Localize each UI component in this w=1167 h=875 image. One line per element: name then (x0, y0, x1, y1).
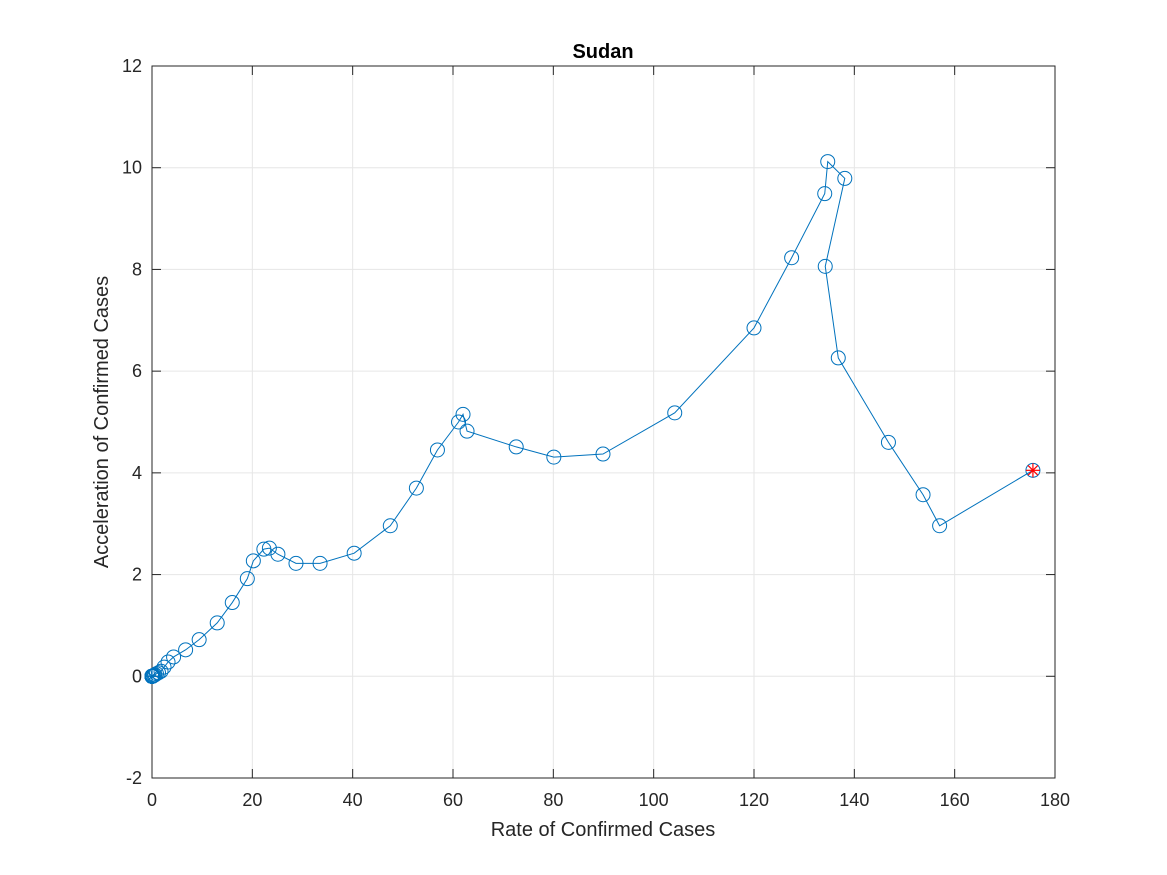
data-point-marker (382, 518, 398, 534)
star-stroke (146, 670, 158, 682)
data-point-marker (209, 615, 225, 631)
data-point-marker (830, 350, 846, 366)
y-tick-label: 12 (122, 56, 142, 76)
data-point-marker (224, 595, 240, 611)
y-tick-label: -2 (126, 768, 142, 788)
data-point-marker (932, 518, 948, 534)
data-point-marker (451, 414, 467, 430)
data-point-marker (455, 406, 471, 422)
chart-title: Sudan (572, 41, 633, 63)
x-tick-label: 120 (739, 790, 769, 810)
y-tick-label: 2 (132, 565, 142, 585)
data-point-marker (160, 654, 176, 670)
y-tick-label: 4 (132, 463, 142, 483)
data-point-marker (817, 186, 833, 202)
y-tick-label: 10 (122, 158, 142, 178)
data-point-marker (667, 405, 683, 421)
latest-point-star-marker (1025, 463, 1040, 478)
data-point-marker (915, 487, 931, 503)
x-tick-label: 40 (343, 790, 363, 810)
star-stroke (1027, 464, 1039, 476)
data-point-marker (595, 446, 611, 462)
x-tick-label: 0 (147, 790, 157, 810)
x-tick-label: 180 (1040, 790, 1070, 810)
data-point-marker (156, 659, 172, 675)
data-point-marker (459, 423, 475, 439)
data-point-marker (429, 442, 445, 458)
axes-box (151, 65, 1056, 779)
data-point-marker (288, 555, 304, 571)
data-point-marker (837, 170, 853, 186)
y-axis-label: Acceleration of Confirmed Cases (91, 276, 113, 568)
data-point-marker (346, 545, 362, 561)
data-point-marker (245, 553, 261, 569)
plot-area (144, 154, 1041, 684)
data-point-marker (817, 258, 833, 274)
data-point-marker (508, 439, 524, 455)
tick-marks (151, 65, 1056, 779)
data-point-marker (746, 320, 762, 336)
axes-frame (151, 65, 1056, 779)
data-point-marker (784, 250, 800, 266)
data-point-marker (191, 632, 207, 648)
series-line (152, 160, 1034, 677)
data-point-marker (880, 434, 896, 450)
x-tick-label: 140 (839, 790, 869, 810)
data-point-marker (546, 449, 562, 465)
data-point-marker (256, 541, 272, 557)
x-tick-label: 80 (543, 790, 563, 810)
x-tick-label: 160 (940, 790, 970, 810)
data-point-marker (312, 555, 328, 571)
x-tick-label: 20 (242, 790, 262, 810)
y-tick-label: 6 (132, 361, 142, 381)
data-point-marker (239, 571, 255, 587)
data-point-marker (166, 649, 182, 665)
data-point-marker (820, 154, 836, 170)
data-point-marker (261, 540, 277, 556)
data-point-marker (408, 480, 424, 496)
x-tick-label: 60 (443, 790, 463, 810)
data-point-marker (178, 642, 194, 658)
data-point-marker (270, 546, 286, 562)
x-axis-label: Rate of Confirmed Cases (491, 819, 716, 841)
y-tick-label: 8 (132, 259, 142, 279)
start-star-marker (145, 669, 159, 684)
x-tick-label: 100 (639, 790, 669, 810)
y-tick-label: 0 (132, 666, 142, 686)
